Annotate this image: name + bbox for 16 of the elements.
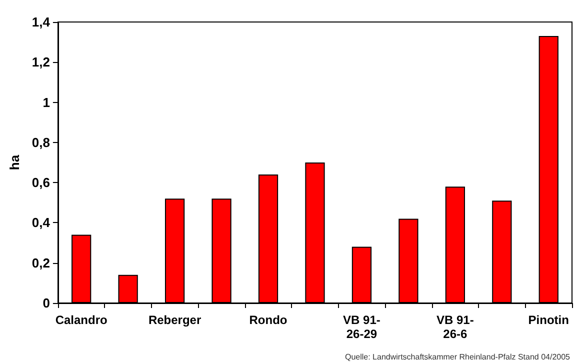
x-tick-label: Calandro xyxy=(55,313,108,327)
y-tick-label: 0 xyxy=(42,296,50,310)
x-tick-label: Rondo xyxy=(249,313,288,327)
y-tick-label: 0,4 xyxy=(32,215,51,230)
x-tick-label: VB 91-26-29 xyxy=(343,313,380,341)
y-tick-label: 0,8 xyxy=(32,134,50,150)
source-note: Quelle: Landwirtschaftskammer Rheinland-Pfalz Stand 04/2005 xyxy=(344,352,571,362)
y-tick-label: 0,2 xyxy=(32,255,50,270)
y-tick-label: 1 xyxy=(42,94,50,110)
y-tick-label: 1,2 xyxy=(32,54,50,70)
x-tick-label: Pinotin xyxy=(528,313,569,327)
x-tick-label: Reberger xyxy=(148,313,202,327)
x-tick-label: VB 91-26-6 xyxy=(436,313,474,341)
y-axis-title: ha xyxy=(7,154,22,170)
y-tick-label: 1,4 xyxy=(32,14,51,30)
y-tick-label: 0,6 xyxy=(32,175,50,190)
